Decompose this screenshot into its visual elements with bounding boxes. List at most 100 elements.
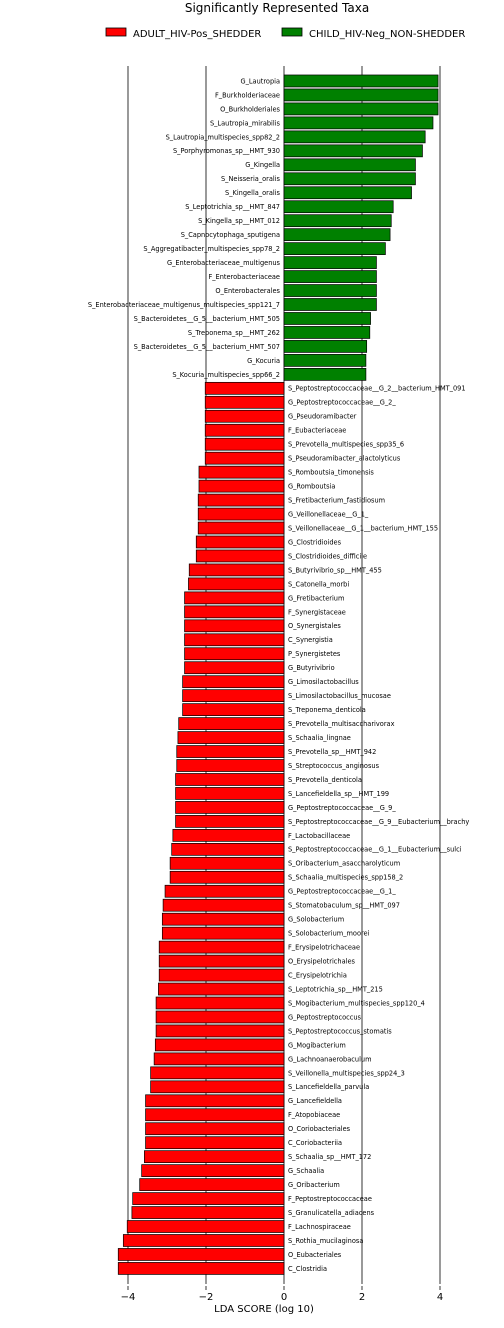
bar-label: S_Prevotella_multispecies_spp35_6 (288, 441, 404, 449)
bar (132, 1192, 285, 1205)
bar-label: S_Kingella_sp__HMT_012 (198, 217, 280, 225)
bar (283, 312, 371, 325)
bar (162, 898, 285, 912)
bar (184, 619, 285, 633)
bar-label: F_Atopobiaceae (288, 1111, 340, 1119)
bar-label: S_Lautropia_multispecies_spp82_2 (166, 133, 280, 141)
bar-label: S_Mogibacterium_multispecies_spp120_4 (288, 999, 425, 1007)
bar (171, 842, 285, 856)
bar (117, 1262, 285, 1275)
x-axis-label: LDA SCORE (log 10) (214, 1304, 314, 1315)
x-tick-label: 4 (437, 1292, 443, 1303)
bar (283, 116, 434, 130)
bar (184, 591, 285, 605)
bar-label: S_Schaalia_lingnae (288, 734, 351, 742)
bar (182, 703, 285, 716)
bar (164, 884, 285, 898)
bar-label: G_Peptostreptococcaceae__G_2_ (288, 399, 396, 407)
bar-label: G_Mogibacterium (288, 1041, 346, 1049)
bar-label: S_Fretibacterium_fastidiosum (288, 496, 385, 504)
bar-label: S_Aggregatibacter_multispecies_spp78_2 (143, 245, 280, 253)
bar-label: S_Catonella_morbi (288, 580, 349, 588)
bar (283, 214, 392, 228)
bar-label: S_Peptostreptococcaceae__G_2__bacterium_… (288, 385, 466, 393)
bar (198, 465, 285, 479)
bar-label: S_Porphyromonas_sp__HMT_930 (173, 147, 280, 155)
bar-label: F_Lachnospiraceae (288, 1223, 351, 1231)
legend-swatch-child (281, 27, 303, 37)
bar (145, 1122, 285, 1136)
bar-label: S_Prevotella_sp__HMT_942 (288, 748, 376, 756)
bar (283, 368, 367, 381)
bar-label: F_Eubacteriaceae (288, 427, 346, 435)
bar-label: G_Peptostreptococcus (288, 1013, 362, 1021)
bar (145, 1094, 285, 1108)
bar (172, 829, 285, 842)
bar (283, 74, 439, 88)
bar (197, 507, 285, 521)
bar-label: S_Leptotrichia_sp__HMT_847 (185, 203, 280, 211)
bar-label: S_Prevotella_multisaccharivorax (288, 720, 395, 728)
bar (158, 968, 285, 982)
bar-label: S_Clostridioides_difficile (288, 552, 367, 560)
bar-label: S_Enterobacteriaceae_multigenus_multispe… (88, 301, 280, 309)
bar (195, 535, 285, 549)
bar (184, 605, 285, 619)
bar-label: S_Oribacterium_asaccharolyticum (288, 860, 400, 868)
bar (204, 423, 285, 437)
bar (145, 1136, 285, 1150)
bar (283, 298, 377, 311)
bar-label: G_Peptostreptococcaceae__G_9_ (288, 804, 396, 812)
bar-label: O_Eubacteriales (288, 1251, 342, 1259)
bar (204, 381, 285, 395)
bar-label: G_Romboutsia (288, 483, 335, 491)
bar (182, 675, 285, 689)
bar-label: G_Pseudoramibacter (288, 413, 357, 421)
bar (283, 130, 426, 144)
bar (283, 270, 377, 283)
bar-label: S_Capnocytophaga_sputigena (181, 231, 280, 239)
bar-label: O_Burkholderiales (220, 105, 280, 113)
bar-label: G_Butyrivibrio (288, 664, 335, 672)
bar (283, 242, 386, 255)
bar-label: F_Burkholderiaceae (215, 91, 280, 99)
bar-label: S_Solobacterium_moorei (288, 930, 370, 938)
bar (283, 172, 416, 186)
bar (175, 773, 285, 786)
bar (122, 1234, 285, 1247)
chart-title: Significantly Represented Taxa (185, 1, 369, 15)
bar (283, 102, 439, 116)
bar-label: S_Bacteroidetes__G_5__bacterium_HMT_507 (134, 343, 280, 351)
bar (139, 1178, 285, 1191)
bar (283, 200, 394, 214)
bar-label: S_Kingella_oralis (225, 189, 281, 197)
bar-label: S_Kocuria_multispecies_spp66_2 (172, 371, 280, 379)
legend-swatch-adult (105, 27, 127, 37)
bar (178, 717, 285, 730)
bar-label: G_Limosilactobacillus (288, 678, 359, 686)
bar-label: F_Erysipelotrichaceae (288, 944, 360, 952)
bar-label: S_Peptostreptococcus_stomatis (288, 1027, 392, 1035)
bar-label: G_Kingella (245, 161, 280, 169)
bar (155, 1024, 285, 1038)
bar (153, 1052, 285, 1066)
bar-label: S_Bacteroidetes__G_5__bacterium_HMT_505 (134, 315, 280, 323)
bar-label: G_Solobacterium (288, 916, 344, 924)
bar-label: S_Veillonellaceae__G_1__bacterium_HMT_15… (288, 524, 438, 532)
bar-label: S_Schaalia_sp__HMT_172 (288, 1153, 371, 1161)
bar-label: G_Fretibacterium (288, 594, 344, 602)
bar (198, 479, 285, 493)
bar (158, 954, 285, 968)
bar (161, 912, 285, 926)
bar-label: F_Enterobacteriaceae (208, 273, 280, 281)
bar (283, 326, 371, 339)
bar-label: S_Butyrivibrio_sp__HMT_455 (288, 566, 382, 574)
bar (204, 451, 285, 465)
bar-label: F_Peptostreptococcaceae (288, 1195, 372, 1203)
bar-label: C_Clostridia (288, 1265, 327, 1273)
bar-label: F_Lactobacillaceae (288, 832, 350, 840)
bar (155, 1010, 285, 1024)
bar-label: O_Coriobacteriales (288, 1125, 351, 1133)
bar-label: O_Synergistales (288, 622, 341, 630)
